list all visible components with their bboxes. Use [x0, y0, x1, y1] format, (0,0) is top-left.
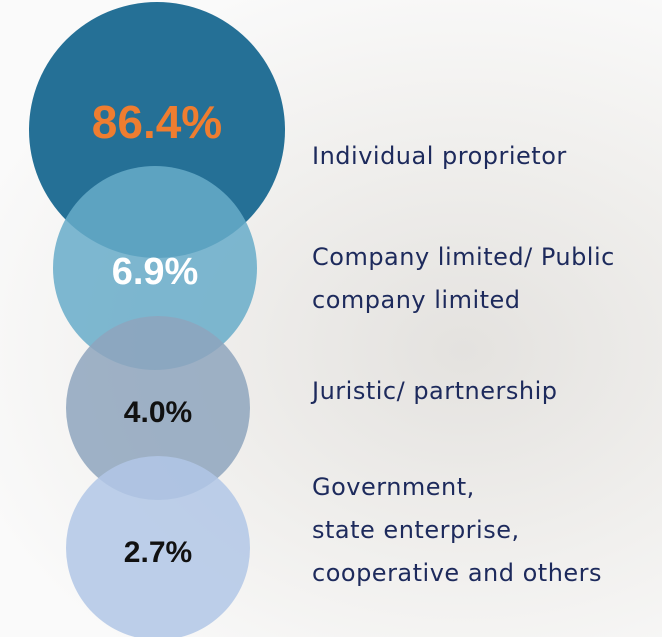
category-label: Company limited/ Public company limited [312, 243, 615, 314]
circle [66, 316, 250, 500]
category-label: Juristic/ partnership [312, 377, 558, 405]
category-label: Government, state enterprise, cooperativ… [312, 473, 603, 587]
value-label: 86.4% [92, 96, 222, 148]
value-label: 6.9% [112, 251, 199, 293]
circle [53, 166, 257, 370]
category-label: Individual proprietor [312, 142, 567, 170]
value-label: 4.0% [124, 396, 192, 429]
circle [66, 456, 250, 637]
value-label: 2.7% [124, 536, 192, 569]
